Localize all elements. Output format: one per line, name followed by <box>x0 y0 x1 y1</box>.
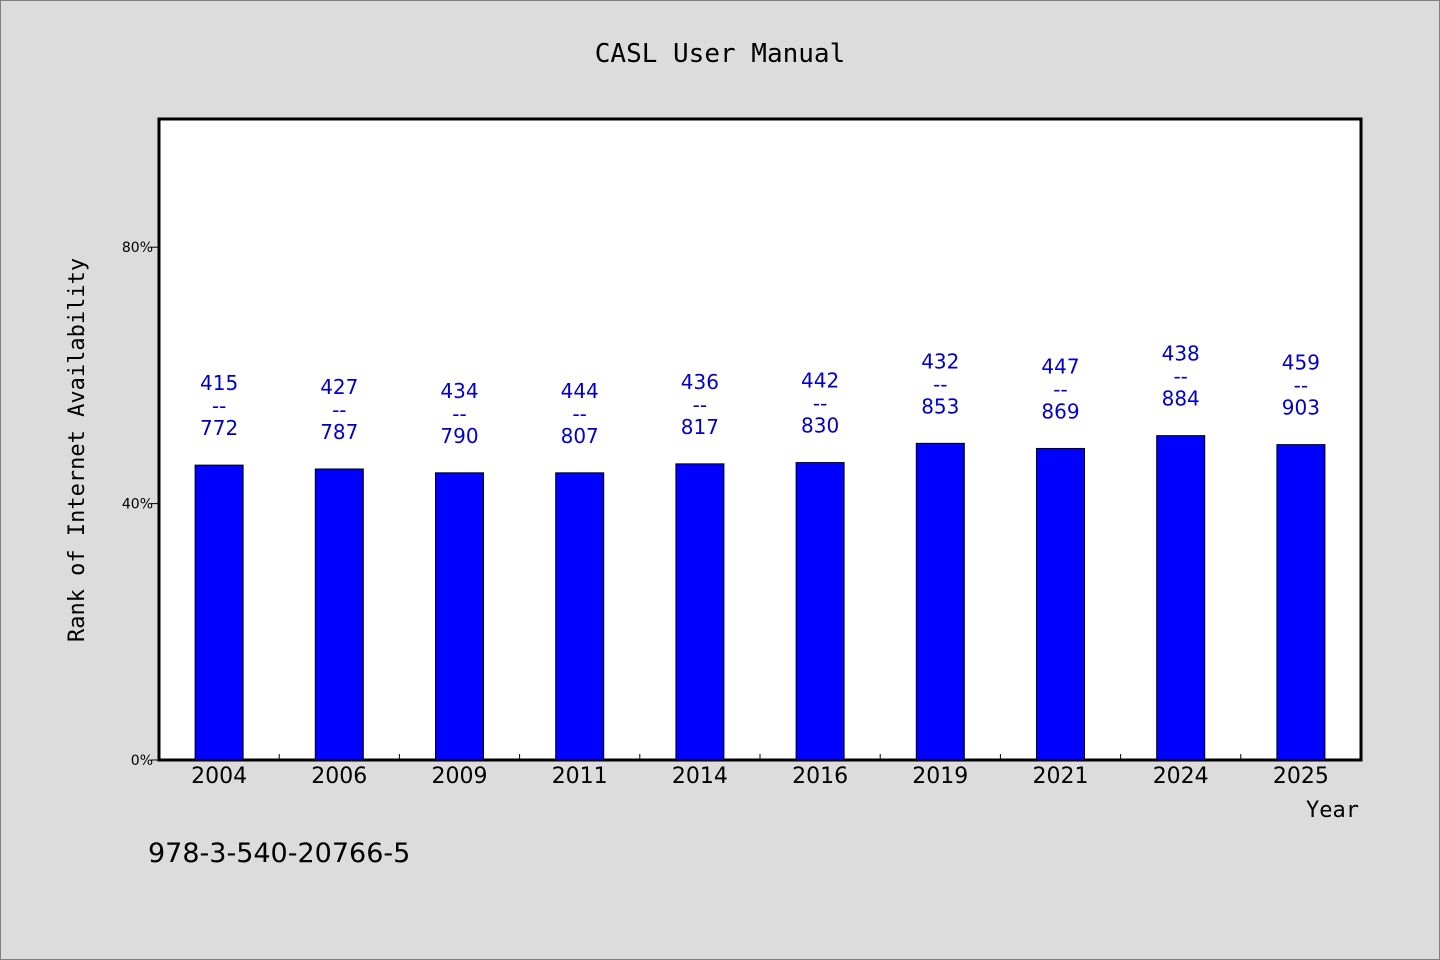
data-label-top: 436 <box>681 370 719 394</box>
data-label-separator: -- <box>332 398 346 422</box>
data-label-bottom: 787 <box>320 420 358 444</box>
data-label-top: 447 <box>1041 354 1079 378</box>
y-tick-label: 40% <box>122 497 153 513</box>
data-label-top: 438 <box>1162 342 1200 366</box>
x-tick-label: 2009 <box>432 764 488 789</box>
data-label-top: 459 <box>1282 351 1320 375</box>
data-label-bottom: 853 <box>921 394 959 418</box>
data-label-bottom: 884 <box>1162 387 1200 411</box>
x-tick-label: 2014 <box>672 764 728 789</box>
bar-2024 <box>1156 435 1206 761</box>
x-tick-label: 2024 <box>1153 764 1209 789</box>
data-label-bottom: 772 <box>200 416 238 440</box>
y-tick-label: 0% <box>131 753 153 769</box>
y-tick-label: 80% <box>122 240 153 256</box>
data-label-separator: -- <box>1053 377 1067 401</box>
bar-2011 <box>555 472 605 761</box>
x-tick-label: 2025 <box>1273 764 1329 789</box>
data-label-separator: -- <box>1294 374 1308 398</box>
data-label-bottom: 817 <box>681 415 719 439</box>
data-label-bottom: 830 <box>801 414 839 438</box>
data-label-top: 444 <box>561 379 599 403</box>
bar-2014 <box>675 463 725 761</box>
bar-2019 <box>915 442 965 761</box>
data-label-separator: -- <box>1173 365 1187 389</box>
x-tick-label: 2006 <box>311 764 367 789</box>
y-axis: 0% 40% 80% <box>122 240 159 769</box>
bar-2021 <box>1036 447 1085 761</box>
data-label-separator: -- <box>813 392 827 416</box>
data-label-bottom: 903 <box>1282 396 1320 420</box>
data-label-top: 432 <box>921 349 959 373</box>
data-labels: 415--772427--787434--790444--807436--817… <box>200 342 1320 448</box>
data-label-separator: -- <box>933 372 947 396</box>
data-label-separator: -- <box>693 393 707 417</box>
bar-2006 <box>314 468 364 761</box>
bar-2009 <box>435 472 484 761</box>
data-label-separator: -- <box>572 402 586 426</box>
y-axis-label: Rank of Internet Availability <box>65 258 90 642</box>
data-label-top: 442 <box>801 369 839 393</box>
x-tick-label: 2021 <box>1033 764 1089 789</box>
x-tick-label: 2016 <box>792 764 848 789</box>
data-label-bottom: 807 <box>561 424 599 448</box>
data-label-top: 434 <box>440 379 478 403</box>
data-label-bottom: 869 <box>1041 399 1079 423</box>
x-axis: 2004 2006 2009 2011 2014 2016 2019 2021 2024 2025 <box>191 754 1329 789</box>
isbn-text: 978-3-540-20766-5 <box>148 838 410 869</box>
data-label-bottom: 790 <box>440 424 478 448</box>
x-tick-label: 2011 <box>552 764 608 789</box>
data-label-separator: -- <box>452 402 466 426</box>
bar-2004 <box>194 464 244 761</box>
x-axis-label: Year <box>1306 798 1359 823</box>
x-tick-label: 2019 <box>912 764 968 789</box>
data-label-separator: -- <box>212 394 226 418</box>
bars <box>194 435 1326 761</box>
x-tick-label: 2004 <box>191 764 247 789</box>
data-label-top: 427 <box>320 375 358 399</box>
bar-2016 <box>795 462 845 761</box>
data-label-top: 415 <box>200 371 238 395</box>
bar-2025 <box>1276 444 1326 761</box>
chart-title: CASL User Manual <box>595 39 845 69</box>
